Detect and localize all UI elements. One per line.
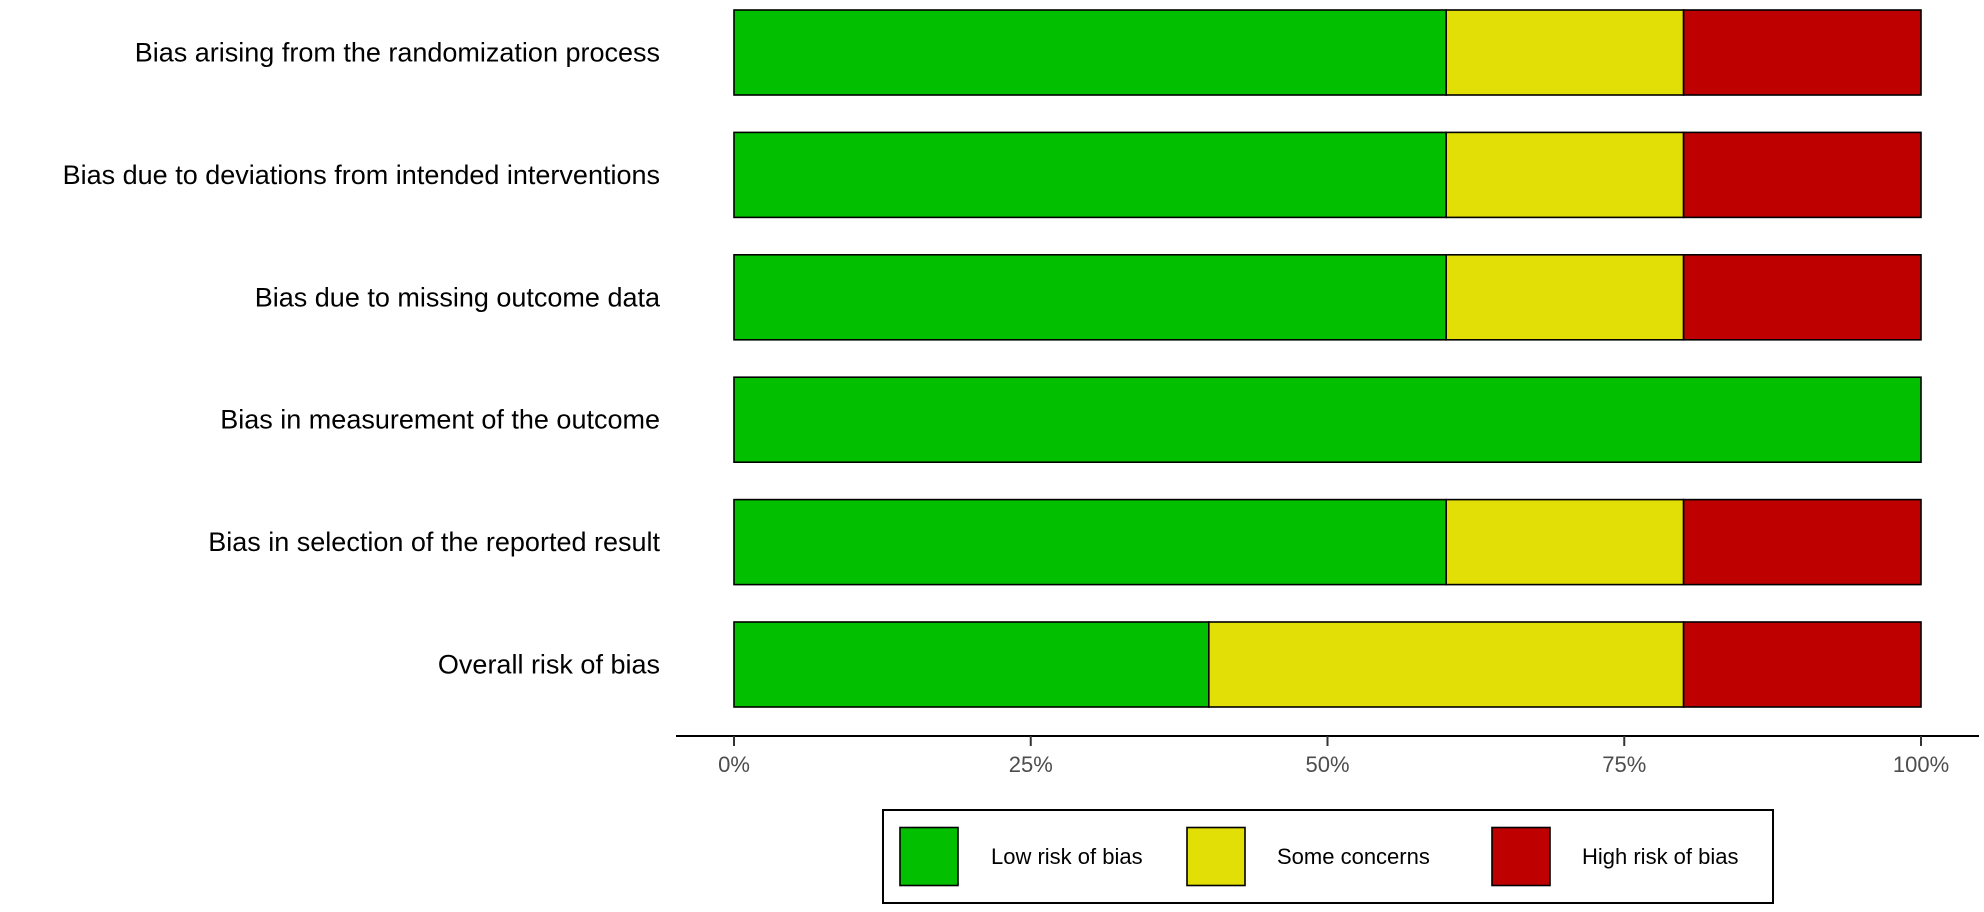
bar-segment-low-risk-of-bias-row-1 (733, 9, 1448, 96)
legend-label-high-risk-of-bias: High risk of bias (1582, 844, 1739, 869)
legend-label-some-concerns: Some concerns (1277, 844, 1430, 869)
category-label: Overall risk of bias (438, 650, 660, 680)
bar-segment-low-risk-of-bias-row-4 (733, 376, 1922, 464)
category-label: Bias in measurement of the outcome (220, 405, 660, 435)
bar-segment-low-risk-of-bias-row-3 (733, 254, 1448, 341)
bar-segment-high-risk-of-bias-row-6 (1682, 621, 1922, 708)
bar-segment-some-concerns-row-5 (1445, 498, 1685, 586)
category-label: Bias arising from the randomization proc… (135, 38, 660, 68)
x-tick-label: 25% (1009, 752, 1053, 777)
bar-segment-high-risk-of-bias-row-2 (1682, 131, 1922, 219)
category-label: Bias due to missing outcome data (255, 282, 661, 312)
legend-label-low-risk-of-bias: Low risk of bias (991, 844, 1143, 869)
bar-segment-low-risk-of-bias-row-6 (733, 621, 1210, 708)
x-tick-label: 0% (718, 752, 750, 777)
legend-key-low-risk-of-bias (899, 826, 959, 887)
bar-segment-some-concerns-row-1 (1445, 9, 1685, 96)
legend-key-high-risk-of-bias (1491, 826, 1551, 887)
legend: Low risk of bias Some concerns High risk o… (882, 809, 1774, 904)
bar-segment-high-risk-of-bias-row-5 (1682, 498, 1922, 586)
category-label: Bias in selection of the reported result (208, 527, 660, 557)
bar-segment-low-risk-of-bias-row-2 (733, 131, 1448, 219)
bar-segment-low-risk-of-bias-row-5 (733, 498, 1448, 586)
bars-layer (733, 9, 1922, 708)
bar-segment-high-risk-of-bias-row-1 (1682, 9, 1922, 96)
category-labels: Bias arising from the randomization proc… (63, 38, 661, 680)
x-axis: 0% 25% 50% 75% 100% (676, 735, 1979, 777)
legend-key-some-concerns (1186, 826, 1246, 887)
x-tick-label: 100% (1893, 752, 1949, 777)
legend-box (882, 809, 1774, 904)
x-tick-label: 75% (1602, 752, 1646, 777)
bar-segment-some-concerns-row-6 (1208, 621, 1685, 708)
x-tick-label: 50% (1305, 752, 1349, 777)
category-label: Bias due to deviations from intended int… (63, 160, 660, 190)
bar-segment-high-risk-of-bias-row-3 (1682, 254, 1922, 341)
bar-segment-some-concerns-row-3 (1445, 254, 1685, 341)
bar-segment-some-concerns-row-2 (1445, 131, 1685, 219)
